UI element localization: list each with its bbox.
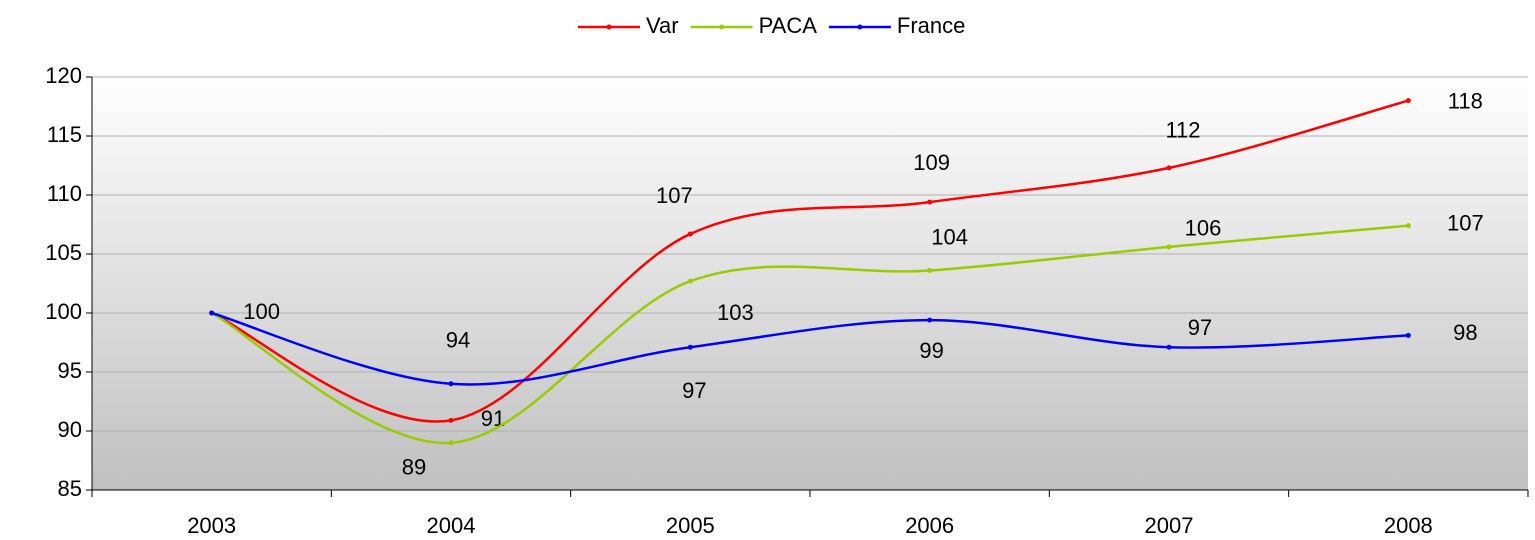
series-line — [211, 224, 1409, 445]
value-label: 98 — [1453, 320, 1477, 345]
y-tick-label: 115 — [47, 122, 82, 147]
value-label: 104 — [931, 224, 968, 249]
value-label: 106 — [1185, 216, 1222, 241]
y-tick-label: 85 — [58, 476, 82, 501]
value-label: 89 — [402, 455, 426, 480]
legend-marker — [606, 24, 612, 30]
legend-label: Var — [646, 13, 679, 38]
value-label: 97 — [682, 378, 706, 403]
value-label: 103 — [717, 300, 754, 325]
point — [209, 310, 215, 316]
point — [1405, 332, 1411, 338]
point — [927, 317, 933, 323]
value-label: 112 — [1165, 118, 1200, 143]
point — [1405, 98, 1411, 104]
y-tick-label: 110 — [47, 181, 82, 206]
point — [1166, 165, 1172, 171]
plot-area — [92, 77, 1528, 490]
value-label: 107 — [1447, 210, 1484, 235]
y-tick-label: 105 — [45, 240, 82, 265]
value-label: 107 — [656, 183, 693, 208]
x-tick-label: 2008 — [1384, 513, 1433, 538]
legend-label: France — [897, 13, 965, 38]
point — [448, 417, 454, 423]
y-tick-label: 90 — [58, 417, 82, 442]
point — [927, 199, 933, 205]
x-tick-label: 2005 — [666, 513, 715, 538]
y-tick-label: 95 — [58, 358, 82, 383]
value-label: 94 — [446, 328, 470, 353]
value-label: 99 — [919, 338, 943, 363]
y-tick-label: 100 — [45, 299, 82, 324]
series-line — [211, 311, 1409, 386]
x-tick-label: 2007 — [1145, 513, 1194, 538]
x-tick-label: 2003 — [187, 513, 236, 538]
point — [1166, 244, 1172, 250]
y-tick-label: 120 — [45, 63, 82, 88]
point — [687, 231, 693, 237]
legend-label: PACA — [759, 13, 818, 38]
point — [448, 381, 454, 387]
x-tick-label: 2006 — [905, 513, 954, 538]
x-tick-label: 2004 — [427, 513, 476, 538]
legend-marker — [719, 24, 725, 30]
value-label: 109 — [913, 150, 950, 175]
point — [1166, 344, 1172, 350]
value-label: 100 — [243, 299, 280, 324]
point — [448, 440, 454, 446]
point — [927, 268, 933, 274]
value-label: 118 — [1448, 88, 1483, 113]
point — [1405, 223, 1411, 229]
value-label: 91 — [481, 406, 505, 431]
series-line — [211, 99, 1409, 423]
legend-marker — [857, 24, 863, 30]
value-label: 97 — [1188, 315, 1212, 340]
point — [687, 344, 693, 350]
point — [687, 278, 693, 284]
